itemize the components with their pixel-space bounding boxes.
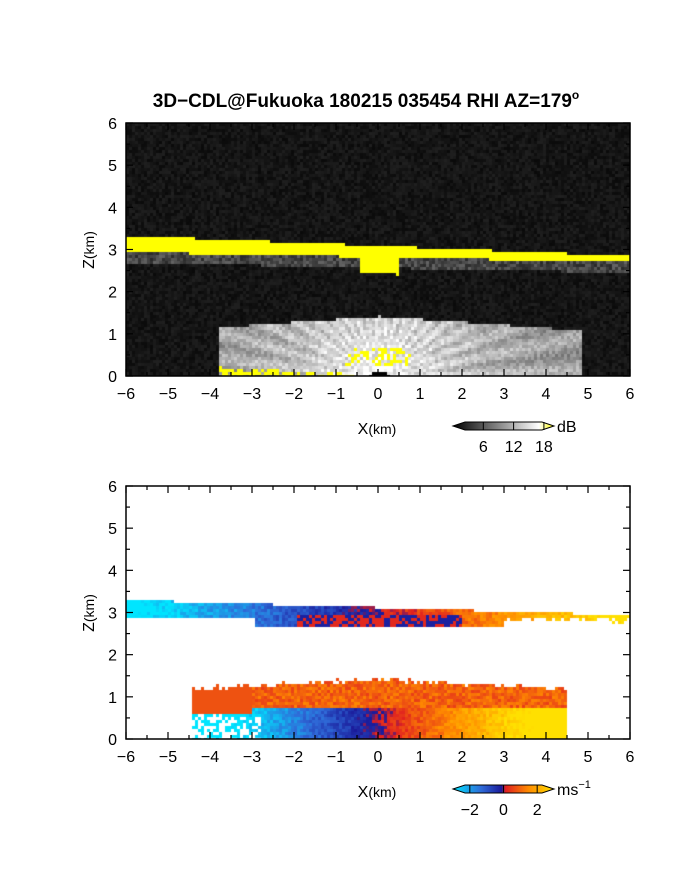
reflectivity-xtick-label: 1 [416,386,425,403]
velocity-xtick-label: −6 [117,749,135,766]
reflectivity-xtick-label: −3 [243,386,261,403]
reflectivity-colorbar-tick-label: 12 [505,439,523,456]
velocity-ytick-label: 6 [108,479,117,496]
velocity-heatmap [126,486,630,739]
velocity-colorbar-tick-label: 2 [533,802,542,819]
velocity-ytick-label: 5 [108,521,117,538]
reflectivity-xtick-label: 3 [500,386,509,403]
velocity-colorbar-tick-label: −2 [461,802,479,819]
velocity-panel: −6 −5 −4 −3 −2 −1 0 1 2 3 4 5 6 0 1 2 3 4 5 6 Z(km) X(km) m… [81,479,635,819]
velocity-xtick-label: −2 [285,749,303,766]
reflectivity-xtick-label: 0 [374,386,383,403]
velocity-xtick-label: 6 [626,749,635,766]
velocity-xlabel: X(km) [358,784,397,801]
velocity-xtick-label: −4 [201,749,219,766]
reflectivity-xlabel: X(km) [358,421,397,438]
velocity-xtick-label: 4 [542,749,551,766]
velocity-colorbar-unit: ms−1 [557,779,591,799]
velocity-colorbar-ticks: −2 0 2 [461,785,542,819]
reflectivity-xtick-label: 2 [458,386,467,403]
reflectivity-ytick-label: 0 [108,369,117,386]
reflectivity-xtick-label: −4 [201,386,219,403]
reflectivity-colorbar-tick-label: 18 [535,439,553,456]
reflectivity-heatmap [126,123,630,376]
reflectivity-ytick-label: 3 [108,243,117,260]
reflectivity-xtick-label: 4 [542,386,551,403]
reflectivity-colorbar-bar [451,421,556,431]
velocity-xtick-label: 0 [374,749,383,766]
reflectivity-xtick-label: −5 [159,386,177,403]
velocity-ytick-label: 4 [108,563,117,580]
velocity-ticks: −6 −5 −4 −3 −2 −1 0 1 2 3 4 5 6 0 1 2 3 4 5 6 [108,479,634,766]
figure-title: 3D−CDL@Fukuoka 180215 035454 RHI AZ=179o [153,88,580,112]
reflectivity-ylabel: Z(km) [81,231,98,269]
velocity-xtick-label: 2 [458,749,467,766]
reflectivity-colorbar-ticks: 6 12 18 [479,422,553,456]
reflectivity-xtick-label: 5 [584,386,593,403]
reflectivity-xtick-label: −2 [285,386,303,403]
velocity-colorbar: ms−1 −2 0 2 [451,779,591,819]
reflectivity-colorbar-tick-label: 6 [479,439,488,456]
velocity-xtick-label: 5 [584,749,593,766]
velocity-ytick-label: 3 [108,606,117,623]
reflectivity-xtick-label: 6 [626,386,635,403]
reflectivity-ytick-label: 4 [108,200,117,217]
velocity-xtick-label: 3 [500,749,509,766]
reflectivity-xtick-label: −6 [117,386,135,403]
velocity-ylabel: Z(km) [81,594,98,632]
velocity-colorbar-tick-label: 0 [499,802,508,819]
reflectivity-ytick-label: 6 [108,116,117,133]
reflectivity-colorbar-unit: dB [557,419,577,436]
velocity-xtick-label: 1 [416,749,425,766]
velocity-xtick-label: −5 [159,749,177,766]
reflectivity-colorbar: dB 6 12 18 [451,419,577,456]
reflectivity-ytick-label: 5 [108,158,117,175]
velocity-xtick-label: −1 [327,749,345,766]
velocity-ytick-label: 1 [108,690,117,707]
reflectivity-ytick-label: 2 [108,285,117,302]
velocity-ytick-label: 0 [108,732,117,749]
reflectivity-xtick-label: −1 [327,386,345,403]
reflectivity-ticks: −6 −5 −4 −3 −2 −1 0 1 2 3 4 5 6 0 1 2 3 4 5 6 [108,116,634,403]
reflectivity-ytick-label: 1 [108,327,117,344]
velocity-xtick-label: −3 [243,749,261,766]
velocity-ytick-label: 2 [108,648,117,665]
